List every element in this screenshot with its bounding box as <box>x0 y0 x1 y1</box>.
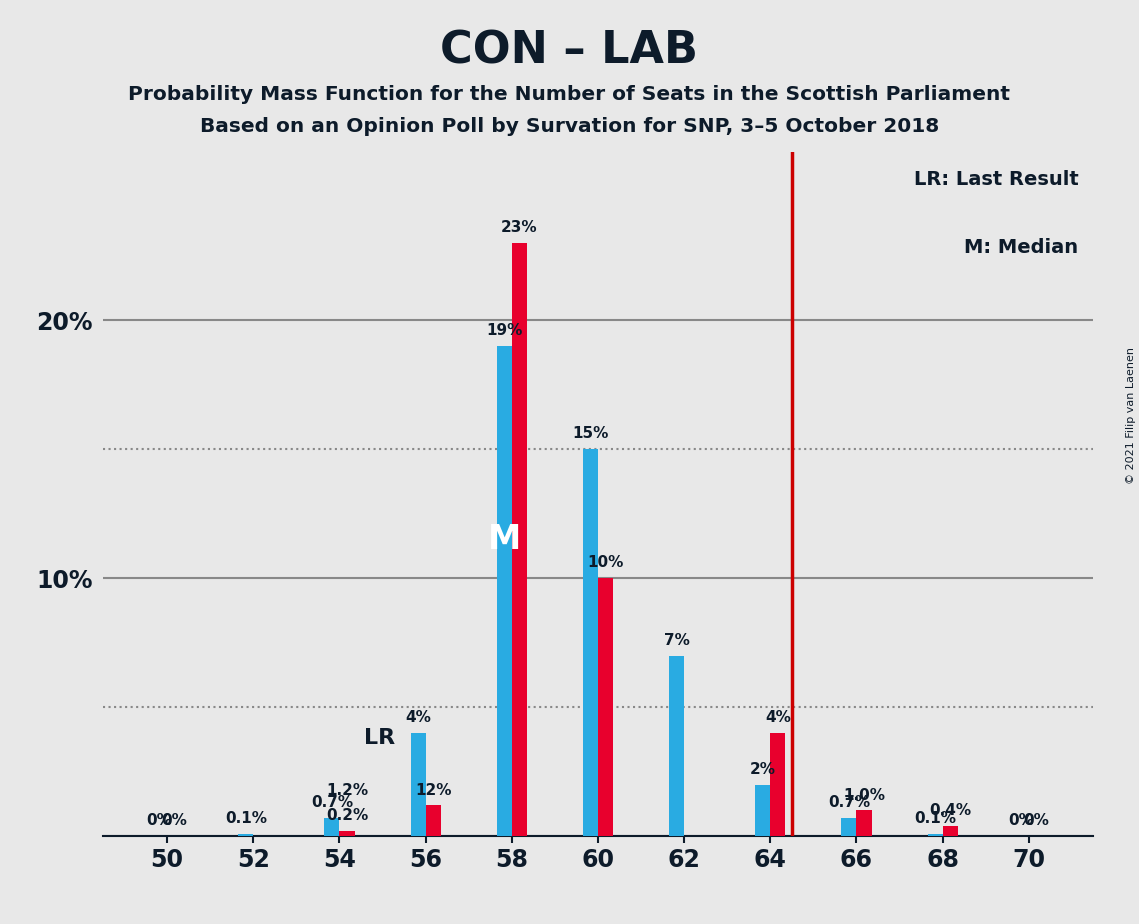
Bar <box>669 656 685 836</box>
Text: M: M <box>487 523 521 556</box>
Text: 12%: 12% <box>415 783 451 797</box>
Text: 0%: 0% <box>162 813 188 829</box>
Bar <box>770 733 786 836</box>
Text: CON – LAB: CON – LAB <box>441 30 698 73</box>
Text: 0.1%: 0.1% <box>915 811 956 826</box>
Text: 19%: 19% <box>486 323 523 338</box>
Text: © 2021 Filip van Laenen: © 2021 Filip van Laenen <box>1126 347 1136 484</box>
Text: LR: LR <box>364 728 395 748</box>
Bar <box>598 578 613 836</box>
Bar <box>238 833 253 836</box>
Text: 4%: 4% <box>405 711 431 725</box>
Text: 7%: 7% <box>664 633 689 648</box>
Text: 0%: 0% <box>1024 813 1049 829</box>
Bar <box>325 818 339 836</box>
Bar <box>857 810 871 836</box>
Bar <box>842 818 857 836</box>
Bar <box>426 805 441 836</box>
Text: 2%: 2% <box>749 762 776 777</box>
Bar <box>410 733 426 836</box>
Bar <box>497 346 511 836</box>
Text: LR: Last Result: LR: Last Result <box>913 170 1079 188</box>
Text: 15%: 15% <box>572 427 608 442</box>
Text: 0.1%: 0.1% <box>224 811 267 826</box>
Text: 0.4%: 0.4% <box>929 803 972 818</box>
Bar <box>943 826 958 836</box>
Text: 0.2%: 0.2% <box>326 808 368 823</box>
Text: Based on an Opinion Poll by Survation for SNP, 3–5 October 2018: Based on an Opinion Poll by Survation fo… <box>199 117 940 137</box>
Bar <box>755 784 770 836</box>
Bar <box>511 243 527 836</box>
Text: Probability Mass Function for the Number of Seats in the Scottish Parliament: Probability Mass Function for the Number… <box>129 85 1010 104</box>
Text: M: Median: M: Median <box>965 238 1079 257</box>
Text: 0.7%: 0.7% <box>311 796 353 810</box>
Text: 23%: 23% <box>501 220 538 235</box>
Text: 0.7%: 0.7% <box>828 796 870 810</box>
Text: 4%: 4% <box>765 711 790 725</box>
Bar <box>583 449 598 836</box>
Bar <box>927 833 943 836</box>
Text: 1.0%: 1.0% <box>843 787 885 803</box>
Text: 1.2%: 1.2% <box>326 783 368 797</box>
Text: 10%: 10% <box>588 555 624 570</box>
Bar <box>339 831 354 836</box>
Text: 0%: 0% <box>147 813 172 829</box>
Text: 0%: 0% <box>1008 813 1034 829</box>
